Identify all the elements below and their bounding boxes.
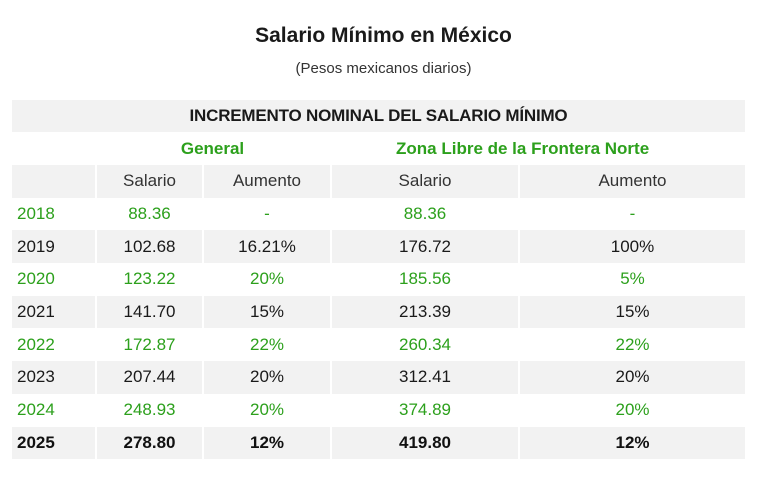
- frontera-salario-cell: 374.89: [330, 393, 518, 427]
- frontera-aumento-cell: 22%: [518, 328, 745, 362]
- general-aumento-cell: 20%: [202, 263, 330, 296]
- year-cell: 2020: [17, 269, 55, 289]
- frontera-aumento-cell: 12%: [518, 426, 745, 460]
- frontera-salario-cell: 185.56: [330, 263, 518, 296]
- column-header-row: Salario Aumento Salario Aumento: [12, 165, 745, 198]
- frontera-aumento-cell: -: [518, 197, 745, 231]
- year-cell: 2018: [17, 204, 55, 224]
- frontera-salario-cell: 213.39: [330, 295, 518, 329]
- header-year-cell: [12, 165, 95, 198]
- year-cell: 2019: [17, 236, 55, 256]
- frontera-salario-cell: 419.80: [330, 426, 518, 460]
- year-cell: 2024: [17, 400, 55, 420]
- header-frontera-aumento: Aumento: [518, 165, 745, 198]
- table-row: 2018 88.36 - 88.36 -: [12, 197, 745, 231]
- general-salario-cell: 172.87: [95, 328, 202, 362]
- table-row: 2023 207.44 20% 312.41 20%: [12, 361, 745, 394]
- general-salario-cell: 248.93: [95, 393, 202, 427]
- column-group-header: General Zona Libre de la Frontera Norte: [12, 132, 745, 165]
- general-salario-cell: 141.70: [95, 295, 202, 329]
- salary-table: INCREMENTO NOMINAL DEL SALARIO MÍNIMO Ge…: [12, 100, 745, 460]
- frontera-aumento-cell: 20%: [518, 393, 745, 427]
- table-row: 2022 172.87 22% 260.34 22%: [12, 328, 745, 362]
- general-salario-cell: 102.68: [95, 230, 202, 264]
- general-aumento-cell: 15%: [202, 295, 330, 329]
- header-frontera-salario: Salario: [330, 165, 518, 198]
- frontera-aumento-cell: 100%: [518, 230, 745, 264]
- general-aumento-cell: 20%: [202, 393, 330, 427]
- general-salario-cell: 278.80: [95, 426, 202, 460]
- year-cell: 2022: [17, 334, 55, 354]
- frontera-salario-cell: 88.36: [330, 197, 518, 231]
- table-row: 2025 278.80 12% 419.80 12%: [12, 426, 745, 460]
- year-cell: 2023: [17, 367, 55, 387]
- general-aumento-cell: -: [202, 197, 330, 231]
- frontera-aumento-cell: 15%: [518, 295, 745, 329]
- page-title: Salario Mínimo en México: [255, 24, 512, 47]
- year-cell: 2025: [17, 432, 55, 452]
- page-subtitle: (Pesos mexicanos diarios): [295, 60, 472, 77]
- frontera-salario-cell: 176.72: [330, 230, 518, 264]
- group-label-general: General: [180, 138, 245, 158]
- general-salario-cell: 207.44: [95, 361, 202, 394]
- header-general-salario: Salario: [95, 165, 202, 198]
- general-aumento-cell: 20%: [202, 361, 330, 394]
- frontera-salario-cell: 260.34: [330, 328, 518, 362]
- general-aumento-cell: 12%: [202, 426, 330, 460]
- frontera-aumento-cell: 20%: [518, 361, 745, 394]
- general-salario-cell: 123.22: [95, 263, 202, 296]
- table-row: 2019 102.68 16.21% 176.72 100%: [12, 230, 745, 264]
- general-salario-cell: 88.36: [95, 197, 202, 231]
- table-row: 2021 141.70 15% 213.39 15%: [12, 295, 745, 329]
- general-aumento-cell: 22%: [202, 328, 330, 362]
- header-general-aumento: Aumento: [202, 165, 330, 198]
- frontera-aumento-cell: 5%: [518, 263, 745, 296]
- table-band-title: INCREMENTO NOMINAL DEL SALARIO MÍNIMO: [12, 100, 745, 132]
- year-cell: 2021: [17, 302, 55, 322]
- group-label-frontera: Zona Libre de la Frontera Norte: [396, 138, 650, 158]
- table-row: 2020 123.22 20% 185.56 5%: [12, 263, 745, 296]
- table-row: 2024 248.93 20% 374.89 20%: [12, 393, 745, 427]
- frontera-salario-cell: 312.41: [330, 361, 518, 394]
- general-aumento-cell: 16.21%: [202, 230, 330, 264]
